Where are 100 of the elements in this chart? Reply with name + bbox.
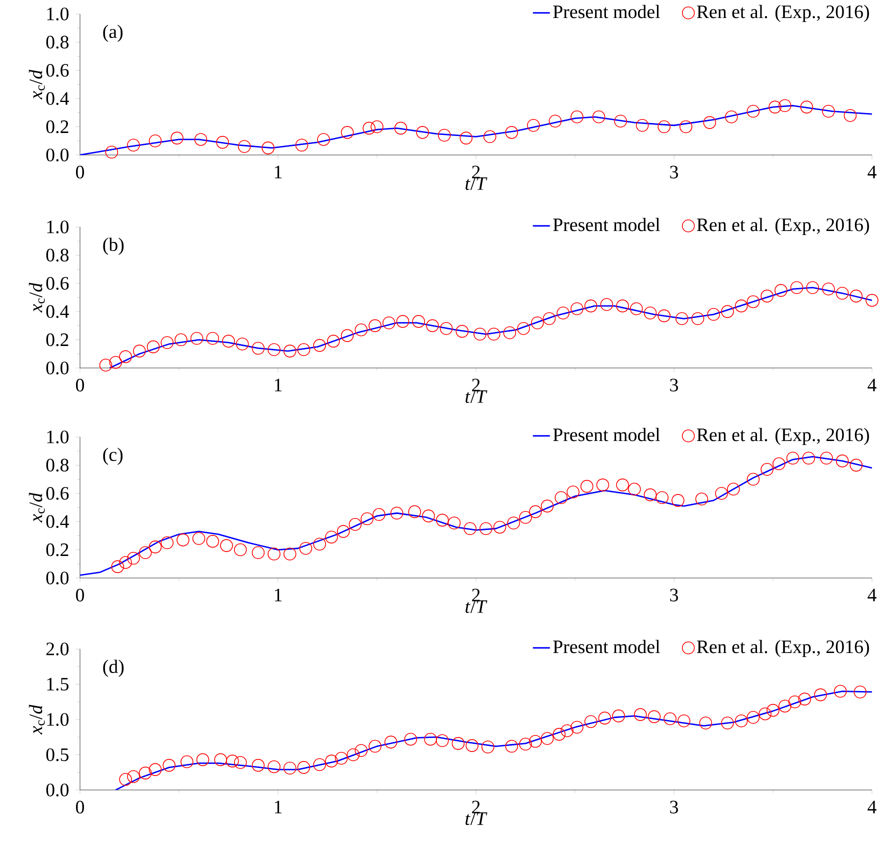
point	[721, 305, 734, 318]
y-tick-label: 0.4	[46, 92, 69, 106]
point	[348, 518, 362, 531]
x-tick-label: 4	[868, 588, 876, 602]
point	[548, 114, 562, 128]
point	[746, 104, 760, 118]
legend-label: Ren et al. (Exp., 2016)	[696, 640, 869, 658]
point	[105, 146, 118, 159]
y-tick-label: 0.6	[46, 486, 69, 500]
point	[836, 454, 849, 468]
point	[721, 716, 734, 730]
point	[99, 358, 112, 372]
point	[584, 300, 598, 312]
x-tick-label: 3	[670, 166, 678, 178]
y-tick-label: 1.0	[47, 430, 69, 444]
y-tick-label: 1.0	[47, 8, 69, 20]
point	[297, 343, 310, 356]
point	[715, 486, 728, 500]
point	[252, 758, 265, 772]
y-tick-label: 0.2	[46, 120, 68, 134]
y-tick-label: 0.6	[46, 64, 69, 77]
point	[313, 339, 326, 352]
y-tick-label: 0.0	[46, 784, 69, 796]
point	[746, 472, 760, 486]
point	[505, 740, 518, 753]
y-tick-label: 0.6	[46, 276, 69, 290]
point	[844, 109, 857, 122]
point	[658, 309, 671, 322]
point	[404, 732, 418, 746]
point	[758, 707, 772, 720]
point	[584, 715, 598, 728]
y-tick-label: 0.8	[46, 458, 69, 472]
point	[452, 737, 465, 750]
point	[800, 100, 814, 114]
point	[570, 720, 584, 734]
y-tick-label: 0.0	[46, 572, 69, 584]
point	[822, 104, 835, 118]
point	[192, 532, 206, 545]
y-tick-label: 0.5	[46, 748, 68, 762]
x-tick-label: 4	[868, 166, 876, 178]
point	[774, 284, 788, 297]
point	[262, 142, 275, 154]
point	[790, 281, 804, 294]
point	[734, 714, 748, 728]
y-tick-label: 0.8	[46, 36, 69, 49]
point	[556, 306, 570, 320]
point	[481, 740, 494, 754]
point	[527, 118, 540, 132]
point	[560, 724, 574, 738]
point	[119, 773, 132, 786]
point	[542, 312, 556, 326]
x-tick-label: 2	[472, 166, 480, 178]
point	[354, 324, 368, 336]
point	[814, 688, 827, 702]
point	[160, 336, 174, 350]
point	[570, 110, 584, 124]
point	[268, 548, 280, 560]
point	[297, 761, 310, 774]
point	[834, 684, 847, 698]
point	[119, 350, 132, 364]
point	[214, 753, 227, 766]
point	[519, 510, 532, 524]
point	[176, 534, 190, 546]
point	[336, 525, 350, 538]
point	[127, 552, 140, 565]
x-tick-label: 1	[274, 166, 282, 178]
point	[850, 290, 863, 302]
point	[530, 316, 544, 330]
point	[483, 130, 496, 144]
point	[630, 302, 643, 316]
point	[216, 136, 229, 149]
y-tick-label: 1.0	[47, 220, 69, 234]
point	[170, 132, 184, 144]
point	[109, 356, 122, 369]
point	[648, 710, 661, 724]
point	[456, 324, 469, 338]
x-tick-label: 3	[670, 378, 678, 392]
point	[529, 734, 542, 748]
point	[699, 716, 712, 730]
point	[474, 328, 486, 341]
point	[252, 342, 265, 355]
point	[238, 140, 251, 153]
y-tick-label: 0.4	[46, 515, 69, 528]
point	[194, 133, 208, 146]
point	[866, 294, 878, 307]
point	[133, 344, 146, 358]
y-tick-label: 1.5	[47, 678, 68, 691]
y-tick-label: 0.2	[46, 333, 68, 346]
point	[436, 734, 449, 748]
point	[160, 536, 174, 550]
annotation: (c)	[103, 448, 123, 465]
annotation: (d)	[103, 660, 124, 677]
point	[616, 478, 629, 492]
annotation: (a)	[103, 24, 123, 42]
y-tick-label: 0.0	[46, 362, 69, 374]
point	[234, 756, 247, 769]
y-tick-label: 0.2	[46, 543, 68, 556]
legend-label: Ren et al. (Exp., 2016)	[696, 4, 869, 22]
point	[854, 686, 867, 698]
point	[416, 126, 429, 139]
